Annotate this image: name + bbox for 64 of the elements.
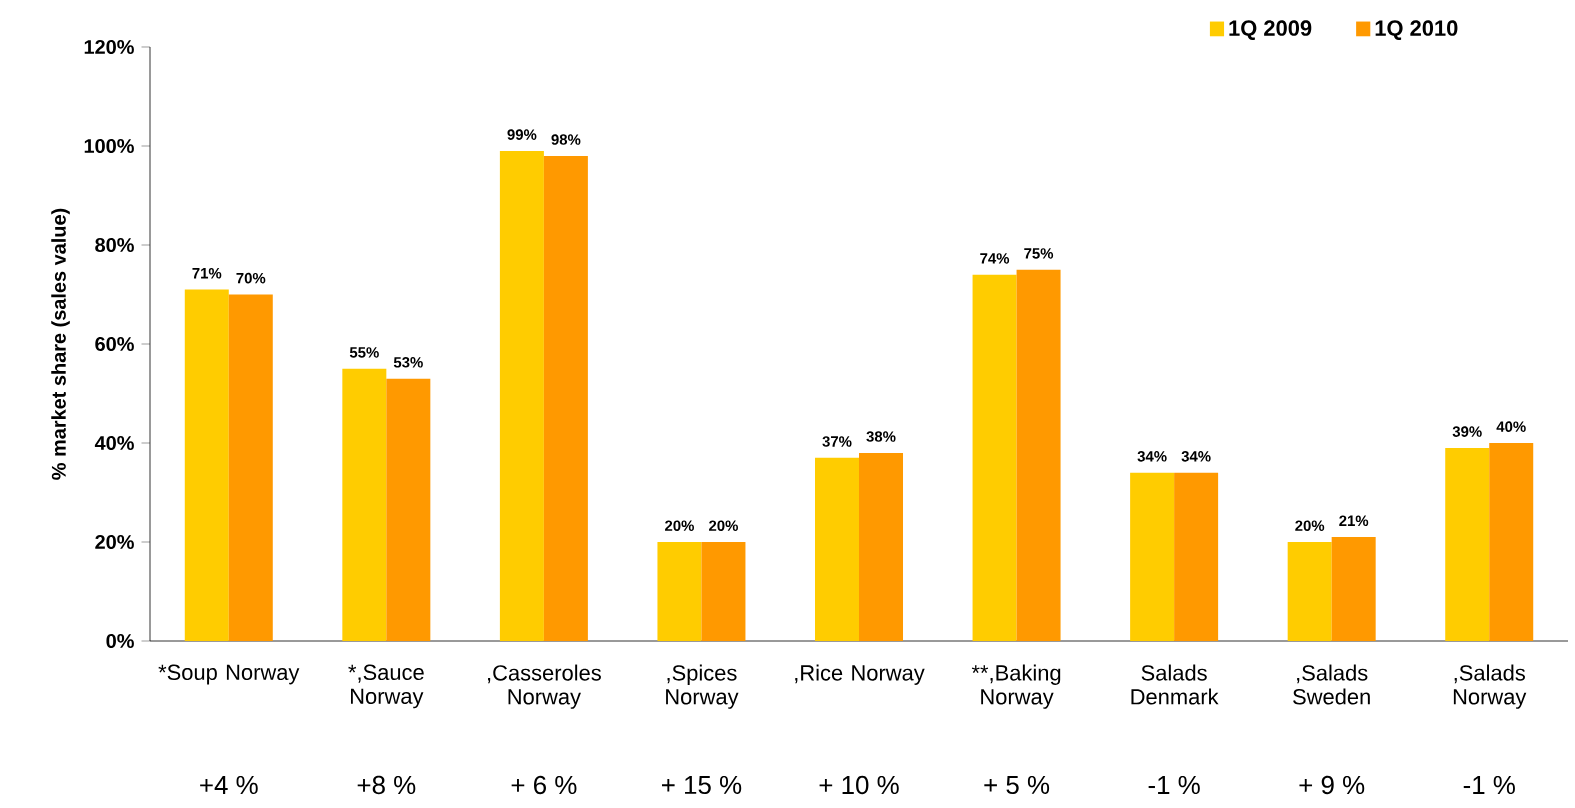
x-tick-label: *,Sauce Norway [348,664,424,709]
text: + 5 % [984,775,1050,795]
text: +8 % [357,775,416,795]
y-tick-label: 80% [95,237,134,253]
legend-label: 1Q 2009 [1229,20,1312,40]
text: + 6 % [511,775,577,795]
y-tick-label: 60% [95,336,134,352]
bar [499,150,544,641]
text: -1 % [1148,775,1200,795]
data-label: 38% [866,431,896,442]
text: + 9 % [1299,775,1365,795]
x-tick-label: ,Salads Sweden [1293,664,1370,705]
bar [228,294,273,641]
bar [1287,542,1332,641]
text: +4 % [200,775,258,795]
bar [815,457,859,641]
y-tick-label: 0% [106,633,134,649]
legend-label: 1Q 2010 [1375,20,1458,40]
data-label: 34% [1137,451,1167,462]
bar [342,368,387,641]
data-label: 70% [236,272,266,284]
y-tick-label: 40% [94,435,134,451]
data-label: 98% [551,134,581,145]
x-tick-label: ,Spices Norway [666,664,739,709]
x-tick-label: ,Casseroles Norway [488,664,601,709]
text: -1 % [1463,775,1515,795]
bar [1445,447,1490,641]
data-label: 21% [1339,515,1369,527]
data-label: 20% [665,520,694,531]
data-label: 37% [822,436,852,447]
data-label: 71% [192,267,222,279]
bar [1489,443,1534,641]
x-tick-label: **,Baking Norway [971,664,1061,709]
data-label: 99% [507,129,537,140]
bar [543,155,588,641]
x-tick-label: ,Rice Norway [795,664,925,685]
bar [657,542,702,641]
y-tick-label: 100% [84,138,134,154]
bar [1331,537,1376,641]
x-tick-label: ,Salads Norway [1453,664,1527,709]
bar [972,274,1017,641]
x-tick-label: *Soup Norway [158,664,300,685]
data-label: 55% [349,347,379,358]
data-label: 20% [1295,520,1325,531]
x-tick-label: Salads Denmark [1131,664,1219,705]
data-label: 34% [1181,451,1211,462]
data-label: 40% [1496,421,1526,432]
y-tick-label: 120% [84,39,134,55]
y-tick-label: 20% [95,534,134,550]
bar [1174,472,1219,641]
bar [701,542,746,641]
bar [184,289,229,641]
text: + 15 % [662,775,742,795]
text: + 10 % [819,775,899,795]
bar [386,378,431,641]
data-label: 75% [1024,248,1054,259]
data-label: 39% [1452,426,1482,437]
data-label: 20% [709,520,738,531]
y-axis-title: % market share (sales value) [51,208,70,480]
bar [1130,472,1175,641]
data-label: 53% [393,357,423,368]
bar [1016,269,1061,641]
bar [859,452,904,641]
data-label: 74% [980,253,1010,264]
